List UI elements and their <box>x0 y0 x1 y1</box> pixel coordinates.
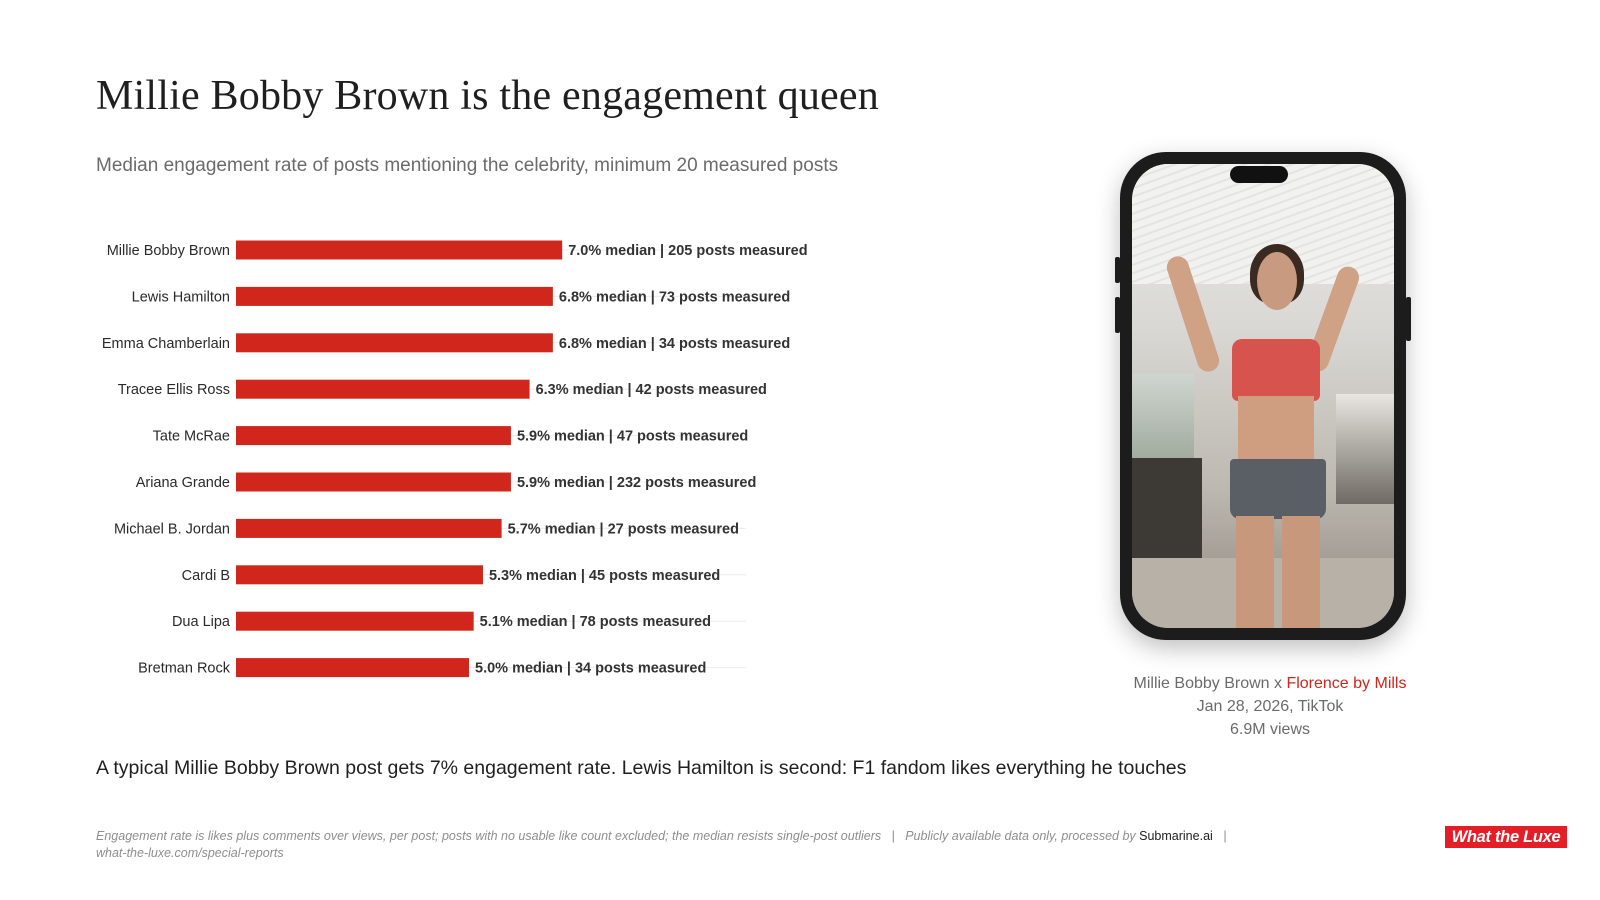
video-thumbnail[interactable] <box>1132 164 1394 628</box>
bar <box>236 379 530 399</box>
data-label: 6.8% median | 73 posts measured <box>559 289 790 305</box>
data-label: 5.9% median | 47 posts measured <box>517 429 748 445</box>
bar <box>236 611 474 631</box>
category-label: Ariana Grande <box>136 475 230 491</box>
what-the-luxe-logo: What the Luxe <box>1445 826 1567 848</box>
caption-celebrity: Millie Bobby Brown x <box>1133 675 1287 692</box>
data-label: 5.7% median | 27 posts measured <box>508 521 739 537</box>
report-url[interactable]: what-the-luxe.com/special-reports <box>96 846 284 860</box>
caption-date: Jan 28, 2026, TikTok <box>1196 698 1344 715</box>
phone-dynamic-island <box>1230 166 1288 183</box>
bar <box>236 426 511 446</box>
media-caption: Millie Bobby Brown x Florence by Mills J… <box>1060 672 1480 741</box>
data-label: 5.1% median | 78 posts measured <box>480 614 711 630</box>
phone-side-button <box>1406 297 1411 341</box>
footnote-separator: | <box>891 829 895 843</box>
category-label: Michael B. Jordan <box>114 521 230 537</box>
methodology-note: Engagement rate is likes plus comments o… <box>96 829 882 843</box>
data-label: 6.8% median | 34 posts measured <box>559 336 790 352</box>
bar-chart: Millie Bobby Brown 7.0% median | 205 post… <box>102 240 808 678</box>
data-label: 6.3% median | 42 posts measured <box>536 382 767 398</box>
phone-side-button <box>1115 297 1120 333</box>
category-label: Cardi B <box>182 568 230 584</box>
bar <box>236 240 563 260</box>
data-label: 5.0% median | 34 posts measured <box>475 661 706 677</box>
category-label: Bretman Rock <box>138 661 231 677</box>
source-note: Publicly available data only, processed … <box>905 829 1140 843</box>
data-label: 5.9% median | 232 posts measured <box>517 475 756 491</box>
phone-side-button <box>1115 257 1120 283</box>
data-label: 5.3% median | 45 posts measured <box>489 568 720 584</box>
category-label: Emma Chamberlain <box>102 336 230 352</box>
bar <box>236 518 502 538</box>
page-subtitle: Median engagement rate of posts mentioni… <box>96 155 839 176</box>
caption-brand-link[interactable]: Florence by Mills <box>1286 675 1407 692</box>
category-label: Millie Bobby Brown <box>107 243 230 259</box>
bar <box>236 658 469 678</box>
category-label: Tracee Ellis Ross <box>118 382 230 398</box>
footnote: Engagement rate is likes plus comments o… <box>96 828 1346 862</box>
bar <box>236 333 553 353</box>
category-label: Dua Lipa <box>172 614 231 630</box>
bar <box>236 565 483 585</box>
caption-views: 6.9M views <box>1229 721 1311 738</box>
category-label: Tate McRae <box>153 429 230 445</box>
bar <box>236 472 511 492</box>
footnote-separator: | <box>1223 829 1227 843</box>
key-takeaway: A typical Millie Bobby Brown post gets 7… <box>96 757 1187 779</box>
page-title: Millie Bobby Brown is the engagement que… <box>96 73 879 119</box>
bar <box>236 286 553 306</box>
source-brand[interactable]: Submarine.ai <box>1139 829 1213 843</box>
category-label: Lewis Hamilton <box>132 289 230 305</box>
phone-mockup <box>1115 152 1411 640</box>
data-label: 7.0% median | 205 posts measured <box>568 243 807 259</box>
